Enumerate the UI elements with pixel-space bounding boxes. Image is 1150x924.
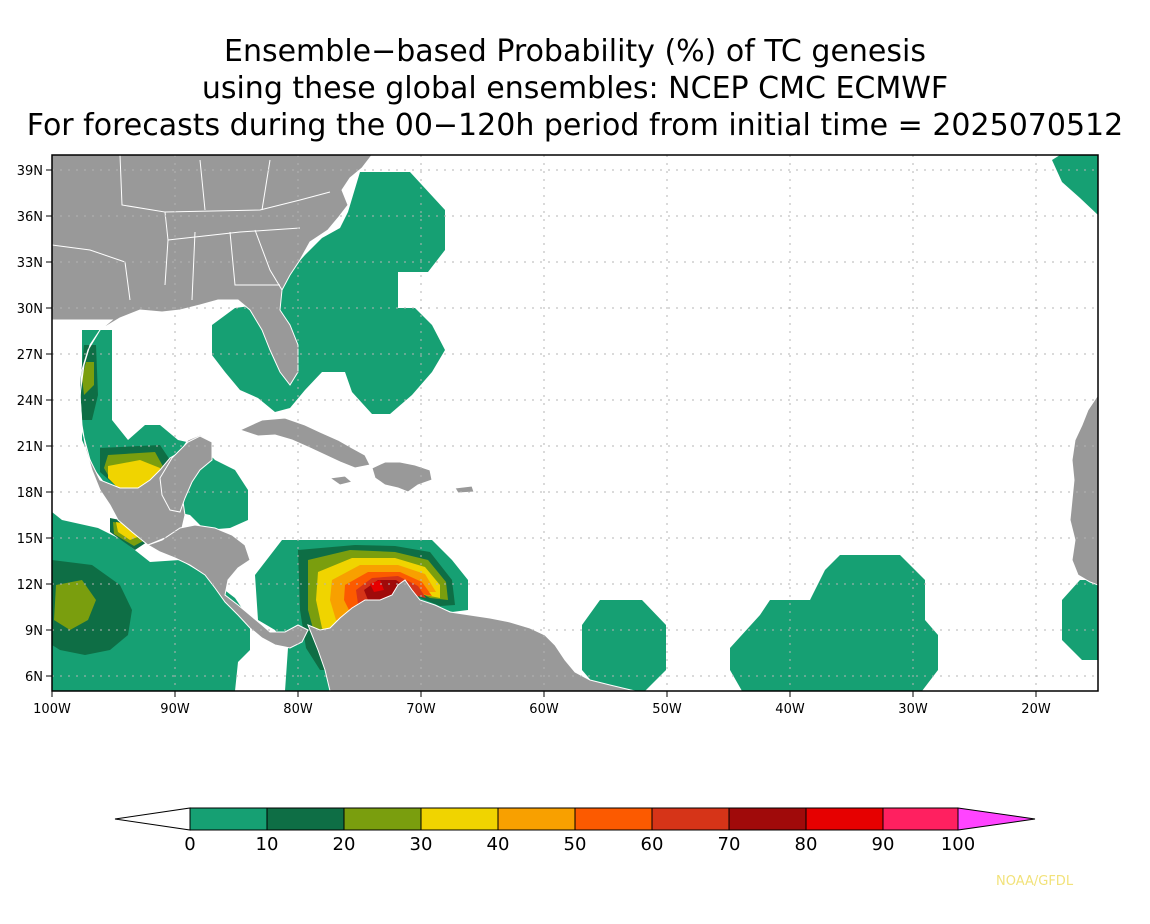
- colorbar-high-arrow: [957, 807, 1036, 831]
- jamaica-land: [328, 475, 354, 486]
- colorbar-label: 40: [487, 834, 510, 855]
- lat-label: 21N: [17, 440, 43, 455]
- lat-label: 33N: [17, 256, 43, 271]
- colorbar-segment: [882, 807, 959, 831]
- colorbar-label: 20: [333, 834, 356, 855]
- colorbar-segment: [651, 807, 730, 831]
- probability-0-10-areas: [52, 155, 1098, 691]
- lon-label: 80W: [283, 702, 313, 717]
- lon-label: 100W: [33, 702, 71, 717]
- map-title-line-3: For forecasts during the 00−120h period …: [26, 108, 1124, 143]
- colorbar-label: 70: [718, 834, 741, 855]
- map-title-line-1: Ensemble−based Probability (%) of TC gen…: [224, 34, 926, 69]
- lon-label: 70W: [406, 702, 436, 717]
- colorbar-label: 100: [941, 834, 975, 855]
- colorbar-segment: [497, 807, 576, 831]
- colorbar-label: 50: [564, 834, 587, 855]
- yucatan-land: [159, 435, 213, 513]
- colorbar-segment: [189, 807, 268, 831]
- cuba-land: [238, 417, 371, 469]
- colorbar-segment: [728, 807, 807, 831]
- lat-label: 27N: [17, 348, 43, 363]
- latitude-labels: 39N 36N 33N 30N 27N 24N 21N 18N 15N 12N …: [17, 164, 43, 685]
- longitude-labels: 100W 90W 80W 70W 60W 50W 40W 30W 20W: [33, 702, 1051, 717]
- colorbar-segment: [805, 807, 884, 831]
- lat-label: 39N: [17, 164, 43, 179]
- lon-label: 60W: [529, 702, 559, 717]
- colorbar-label: 80: [795, 834, 818, 855]
- colorbar-label: 90: [872, 834, 895, 855]
- south-america-land: [307, 579, 636, 691]
- colorbar-segment: [266, 807, 345, 831]
- colorbar-segment: [343, 807, 422, 831]
- map-grid: [52, 155, 1098, 691]
- lat-label: 6N: [25, 670, 43, 685]
- probability-80-90-areas: [370, 580, 384, 592]
- lat-label: 12N: [17, 578, 43, 593]
- lon-label: 40W: [775, 702, 805, 717]
- colorbar: [114, 807, 1036, 831]
- hispaniola-land: [371, 461, 433, 493]
- plot-frame: [51, 154, 1099, 692]
- colorbar-label: 10: [256, 834, 279, 855]
- state-borders: [52, 155, 331, 301]
- puerto-rico-land: [454, 485, 475, 494]
- colorbar-low-arrow: [114, 807, 191, 831]
- colorbar-label: 0: [184, 834, 195, 855]
- lon-label: 20W: [1021, 702, 1051, 717]
- map-title-line-2: using these global ensembles: NCEP CMC E…: [201, 71, 949, 106]
- lon-label: 90W: [160, 702, 190, 717]
- lat-label: 30N: [17, 302, 43, 317]
- lat-label: 9N: [25, 624, 43, 639]
- lon-label: 50W: [652, 702, 682, 717]
- colorbar-segment: [574, 807, 653, 831]
- colorbar-label: 30: [410, 834, 433, 855]
- colorbar-label: 60: [641, 834, 664, 855]
- central-america-land: [146, 524, 309, 649]
- lat-label: 24N: [17, 394, 43, 409]
- lon-label: 30W: [898, 702, 928, 717]
- credit-text: NOAA/GFDL: [996, 874, 1074, 889]
- colorbar-labels: 0 10 20 30 40 50 60 70 80 90 100: [184, 834, 975, 855]
- axis-ticks: [46, 169, 1037, 697]
- lat-label: 36N: [17, 210, 43, 225]
- lat-label: 15N: [17, 532, 43, 547]
- lat-label: 18N: [17, 486, 43, 501]
- colorbar-segment: [420, 807, 499, 831]
